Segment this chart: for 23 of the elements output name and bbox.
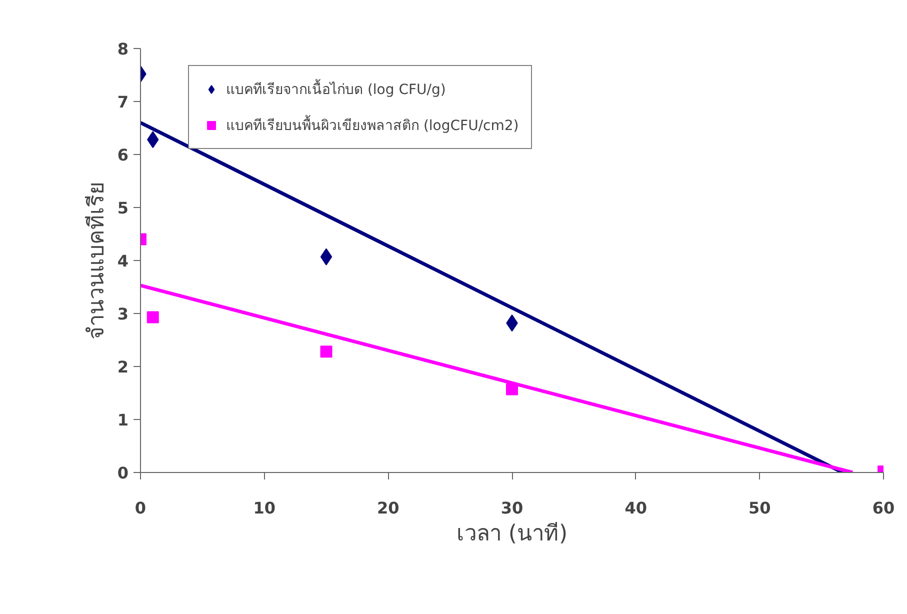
y-tick-label: 6 (117, 146, 129, 164)
y-tick-label: 7 (117, 92, 129, 112)
y-tick-label: 8 (117, 40, 129, 58)
point (320, 346, 332, 358)
y-tick-label: 1 (117, 410, 129, 430)
legend-label: แบคทีเรียบนพื้นผิวเขียงพลาสติก (logCFU/cm2) (226, 114, 519, 136)
x-tick-label: 0 (134, 498, 146, 518)
x-tick-label: 40 (624, 498, 647, 518)
y-axis-title: จำนวนแบคทีเรีย (84, 182, 110, 340)
y-tick-label: 2 (117, 358, 129, 376)
x-tick-label: 10 (253, 498, 276, 518)
point (320, 248, 332, 266)
y-tick-label: 0 (117, 464, 129, 482)
x-tick-label: 30 (500, 498, 524, 518)
legend-label: แบคทีเรียจากเนื้อไก่บด (log CFU/g) (226, 78, 446, 100)
x-tick-label: 50 (748, 498, 771, 518)
y-tick-label: 4 (117, 252, 129, 270)
x-tick-label: 20 (377, 498, 400, 518)
y-tick-label: 3 (117, 304, 129, 324)
x-axis-title: เวลา (นาที) (456, 522, 568, 546)
point (146, 311, 159, 324)
x-tick-label: 60 (872, 498, 895, 518)
y-tick-label: 5 (117, 198, 129, 218)
